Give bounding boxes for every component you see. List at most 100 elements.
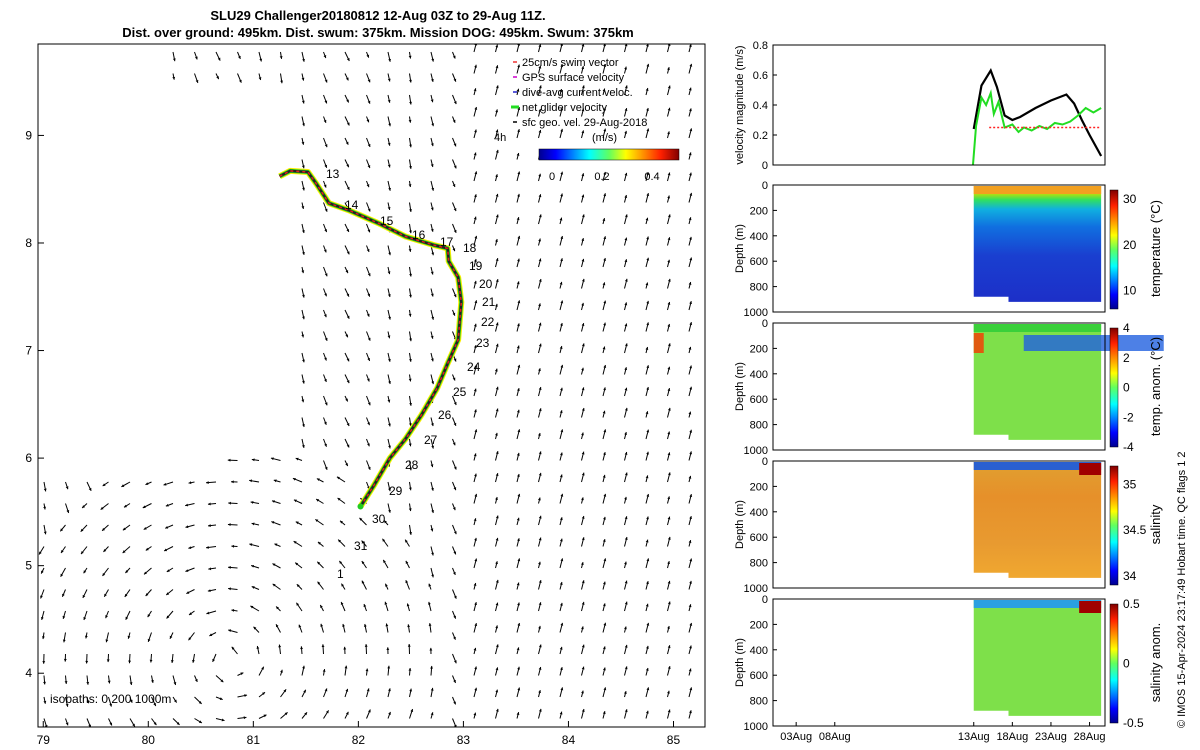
velocity-arrowhead xyxy=(431,58,435,62)
velocity-arrowhead xyxy=(538,625,541,629)
velocity-arrowhead xyxy=(86,700,90,704)
velocity-arrowhead xyxy=(603,236,607,240)
velocity-arrowhead xyxy=(517,323,520,327)
velocity-arrowhead xyxy=(387,78,391,82)
velocity-arrowhead xyxy=(251,564,255,568)
velocity-arrowhead xyxy=(346,164,349,168)
velocity-arrowhead xyxy=(103,549,107,552)
velocity-arrowhead xyxy=(343,646,347,650)
surface-band xyxy=(973,462,1102,470)
velocity-arrowhead xyxy=(560,667,563,671)
velocity-arrowhead xyxy=(688,217,692,221)
velocity-arrowhead xyxy=(278,644,282,648)
velocity-arrowhead xyxy=(517,300,521,304)
velocity-arrowhead xyxy=(323,314,327,318)
velocity-arrowhead xyxy=(430,687,434,691)
velocity-arrowhead xyxy=(645,475,649,479)
colorbar-label: temp. anom. (°C) xyxy=(1148,337,1163,436)
section-data xyxy=(973,462,1102,578)
section-frame xyxy=(772,184,1106,313)
velocity-arrowhead xyxy=(581,85,585,89)
velocity-arrowhead xyxy=(624,214,628,218)
velocity-arrowhead xyxy=(295,562,299,566)
velocity-arrowhead xyxy=(405,580,409,584)
velocity-arrowhead xyxy=(537,497,541,501)
velocity-arrowhead xyxy=(301,445,305,448)
velocity-arrowhead xyxy=(169,635,173,639)
velocity-arrowhead xyxy=(361,540,365,544)
velocity-arrowhead xyxy=(185,569,189,572)
depth-tick-label: 200 xyxy=(750,205,768,217)
velocity-arrowhead xyxy=(250,501,254,504)
velocity-arrowhead xyxy=(302,252,305,255)
velocity-arrowhead xyxy=(689,236,692,240)
legend-sfc: sfc geo. vel. 29-Aug-2018 xyxy=(522,117,647,129)
velocity-arrowhead xyxy=(250,605,254,609)
depth-tick-label: 800 xyxy=(750,696,768,708)
velocity-arrowhead xyxy=(132,723,135,727)
velocity-arrowhead xyxy=(538,561,541,565)
velocity-arrowhead xyxy=(689,63,693,67)
velocity-arrowhead xyxy=(645,539,649,543)
velocity-arrowhead xyxy=(624,302,628,306)
velocity-arrowhead xyxy=(271,521,275,524)
velocity-arrowhead xyxy=(430,164,434,168)
velocity-arrowhead xyxy=(646,645,649,649)
velocity-arrowhead xyxy=(323,119,327,123)
velocity-arrowhead xyxy=(516,217,520,221)
depth-tick-label: 600 xyxy=(750,256,768,268)
velocity-arrowhead xyxy=(602,581,606,585)
velocity-arrowhead xyxy=(581,626,584,630)
velocity-arrowhead xyxy=(453,78,457,82)
velocity-arrowhead xyxy=(624,195,628,198)
velocity-arrowhead xyxy=(453,571,456,575)
velocity-arrowhead xyxy=(517,171,521,175)
velocity-arrowhead xyxy=(408,487,412,491)
velocity-arrowhead xyxy=(667,44,671,46)
velocity-arrowhead xyxy=(689,451,693,455)
velocity-arrowhead xyxy=(495,258,499,262)
velocity-arrowhead xyxy=(645,347,649,350)
velocity-arrowhead xyxy=(602,346,606,350)
map-xtick-label: 85 xyxy=(667,733,681,747)
velocity-arrowhead xyxy=(387,399,391,403)
velocity-arrowhead xyxy=(102,483,106,487)
velocity-arrowhead xyxy=(208,567,212,571)
velocity-arrowhead xyxy=(474,194,477,198)
velocity-arrowhead xyxy=(516,88,520,92)
velocity-arrowhead xyxy=(495,644,499,648)
velocity-arrowhead xyxy=(560,193,564,197)
velocity-arrowhead xyxy=(430,207,434,211)
velocity-arrowhead xyxy=(206,611,210,615)
velocity-arrowhead xyxy=(409,688,413,692)
velocity-arrowhead xyxy=(603,128,607,132)
velocity-arrowhead xyxy=(559,346,563,349)
velocity-arrowhead xyxy=(388,316,391,320)
velocity-arrowhead xyxy=(206,481,209,485)
depth-tick-label: 200 xyxy=(750,619,768,631)
velocity-arrowhead xyxy=(667,536,671,540)
velocity-arrowhead xyxy=(538,278,542,282)
velocity-arrowhead xyxy=(409,532,413,535)
velocity-arrowhead xyxy=(127,635,131,639)
velocity-arrowhead xyxy=(100,506,104,510)
velocity-arrowhead xyxy=(473,388,477,392)
velocity-arrowhead xyxy=(688,346,692,350)
velocity-arrowhead xyxy=(106,659,110,663)
velocity-arrowhead xyxy=(228,566,231,569)
velocity-arrowhead xyxy=(81,551,84,555)
velocity-arrowhead xyxy=(431,187,435,191)
velocity-arrowhead xyxy=(249,543,253,547)
velocity-arrowhead xyxy=(259,58,263,62)
velocity-arrowhead xyxy=(109,703,113,707)
velocity-arrowhead xyxy=(317,561,321,565)
colorbar-tick-label: 10 xyxy=(1123,284,1137,298)
velocity-arrowhead xyxy=(624,367,628,371)
velocity-arrowhead xyxy=(495,174,498,178)
velocity-arrowhead xyxy=(495,473,499,477)
velocity-arrowhead xyxy=(363,604,367,608)
velocity-arrowhead xyxy=(320,623,324,627)
velocity-arrowhead xyxy=(346,186,350,190)
velocity-arrowhead xyxy=(667,131,670,135)
